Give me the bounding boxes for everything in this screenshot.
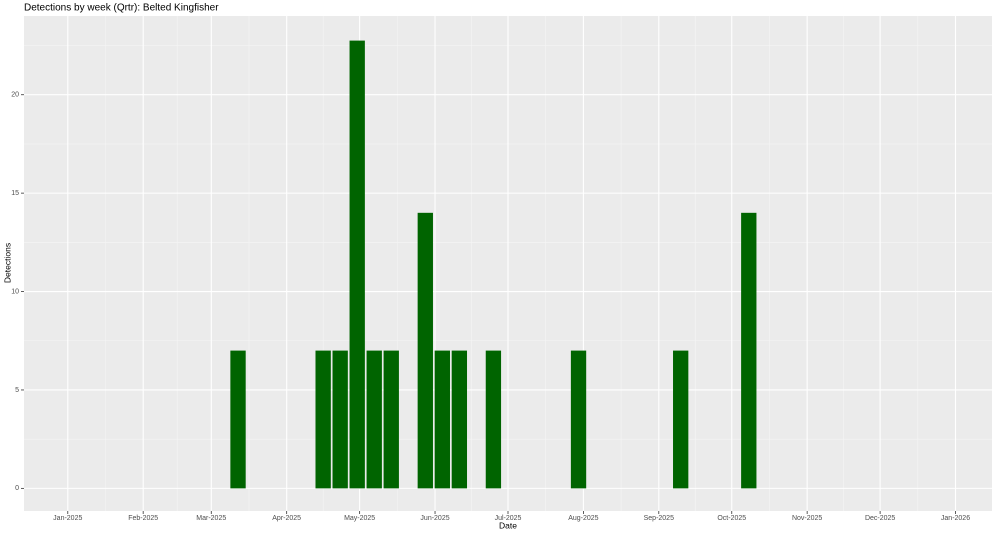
x-tick-label: Jan-2026	[941, 515, 970, 522]
y-tick-label: 5	[15, 387, 19, 394]
y-axis-title: Detections	[2, 243, 12, 283]
y-tick-label: 0	[15, 485, 19, 492]
x-tick-label: Aug-2025	[568, 515, 598, 522]
chart-title: Detections by week (Qrtr): Belted Kingfi…	[24, 3, 219, 14]
x-tick-label: Jun-2025	[420, 515, 449, 522]
y-tick-label: 10	[11, 288, 19, 295]
bar	[366, 350, 382, 489]
x-tick-label: Sep-2025	[644, 515, 674, 522]
y-tick-label: 20	[11, 92, 19, 99]
bar	[383, 350, 399, 489]
bar	[230, 350, 246, 489]
bar	[570, 350, 587, 489]
bar	[332, 350, 348, 489]
x-tick-label: Jan-2025	[53, 515, 82, 522]
bar	[741, 212, 757, 489]
bar	[485, 350, 502, 489]
bar	[417, 212, 433, 489]
bar	[315, 350, 331, 489]
x-tick-label: Feb-2025	[128, 515, 158, 522]
x-tick-label: Jul-2025	[495, 515, 522, 522]
bar	[349, 40, 365, 489]
x-tick-label: Oct-2025	[717, 515, 746, 522]
x-tick-label: Apr-2025	[272, 515, 301, 522]
x-tick-label: Mar-2025	[196, 515, 226, 522]
bar	[434, 350, 450, 489]
x-tick-label: May-2025	[344, 515, 375, 522]
bar	[673, 350, 689, 489]
x-axis-title: Date	[499, 520, 517, 530]
y-tick-label: 15	[11, 190, 19, 197]
bar	[451, 350, 468, 489]
x-tick-label: Nov-2025	[792, 515, 822, 522]
x-tick-label: Dec-2025	[865, 515, 895, 522]
